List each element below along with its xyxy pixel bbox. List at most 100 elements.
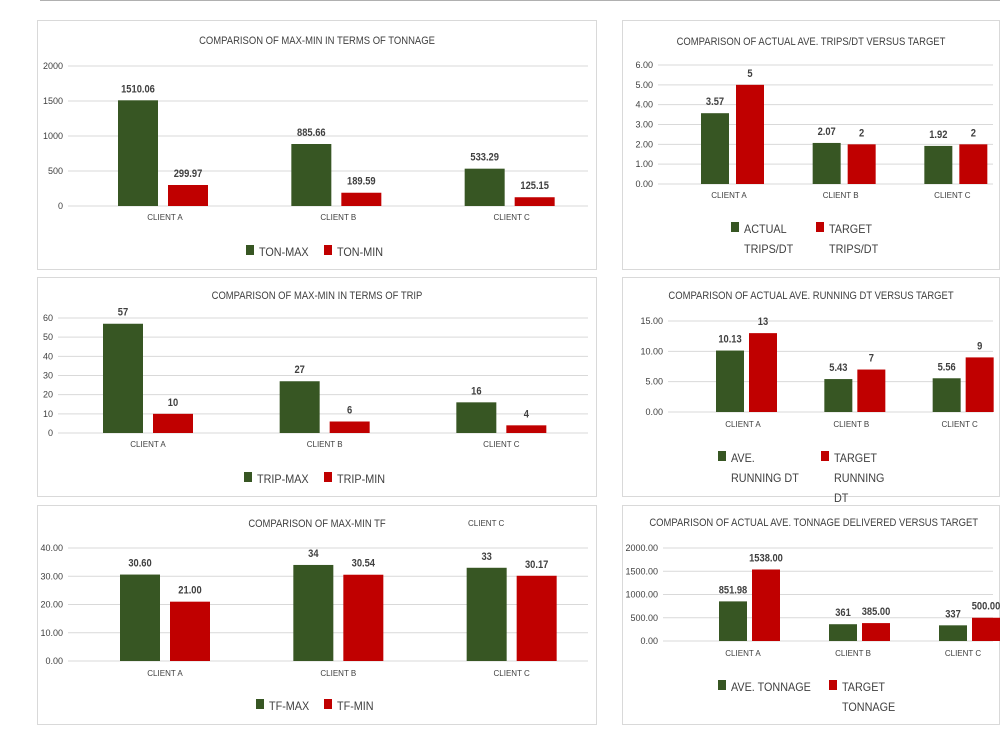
legend-label: TON-MIN <box>337 245 383 259</box>
top-divider-line <box>40 0 1000 1</box>
y-tick-label: 1500 <box>43 96 63 106</box>
y-tick-label: 20.00 <box>40 600 63 610</box>
data-label: 2.07 <box>818 126 836 138</box>
legend-item-ave-tonnage: AVE. TONNAGE <box>717 677 820 717</box>
data-label: 30.17 <box>525 559 549 571</box>
bar-secondary <box>329 421 370 433</box>
chart-plot-tf: 0.00 10.00 20.00 30.00 40.00 30.60 21.00 CLIENT… <box>40 543 588 678</box>
chart-legend: TF-MAX TF-MIN <box>38 696 596 716</box>
chart-panel-running-dt-vs-target: COMPARISON OF ACTUAL AVE. RUNNING DT VER… <box>622 277 1000 505</box>
data-label: 30.60 <box>128 558 152 570</box>
bar-primary <box>812 142 841 184</box>
bar-primary <box>291 144 332 206</box>
bar-secondary <box>972 617 1000 641</box>
category-label: CLIENT B <box>833 420 869 429</box>
chart-legend: AVE. TONNAGE TARGET TONNAGE <box>623 677 999 717</box>
category-label: CLIENT B <box>823 191 859 200</box>
chart-panel-tonnage-vs-target: COMPARISON OF ACTUAL AVE. TONNAGE DELIVE… <box>622 505 1000 725</box>
y-tick-label: 1500.00 <box>625 566 658 576</box>
data-label: 851.98 <box>719 585 748 597</box>
bar-secondary <box>516 575 557 661</box>
chart-legend: AVE. RUNNING DT TARGET RUNNING DT <box>623 448 999 508</box>
bar-secondary <box>857 369 886 412</box>
chart-title: COMPARISON OF MAX-MIN IN TERMS OF TONNAG… <box>199 35 435 47</box>
data-label: 33 <box>481 551 492 563</box>
bar-primary <box>456 402 497 433</box>
legend-swatch-min <box>821 451 829 461</box>
bar-secondary <box>341 192 382 206</box>
bar-secondary <box>506 425 547 433</box>
legend-swatch-max <box>731 222 739 232</box>
legend-item-actual-trips-dt: ACTUAL TRIPS/DT <box>731 219 806 259</box>
legend-swatch-max <box>256 699 265 709</box>
chart-title: COMPARISON OF ACTUAL AVE. RUNNING DT VER… <box>668 290 954 302</box>
legend-item-trip-max: TRIP-MAX <box>243 469 314 489</box>
legend-label: TRIP-MAX <box>256 472 309 486</box>
data-label: 385.00 <box>862 606 891 618</box>
y-tick-label: 0 <box>58 201 63 211</box>
chart-panel-tonnage-max-min: COMPARISON OF MAX-MIN IN TERMS OF TONNAG… <box>37 20 597 270</box>
category-label: CLIENT C <box>945 649 982 658</box>
y-tick-label: 5.00 <box>635 80 653 90</box>
data-label: 16 <box>471 386 482 398</box>
category-label: CLIENT A <box>725 420 761 429</box>
data-label: 361 <box>835 608 851 620</box>
legend-swatch-min <box>829 680 838 690</box>
y-tick-label: 15.00 <box>640 316 663 326</box>
category-label: CLIENT A <box>130 440 166 449</box>
bar-primary <box>120 574 160 661</box>
y-tick-label: 5.00 <box>645 377 663 387</box>
bar-secondary <box>862 623 890 641</box>
bar-secondary <box>965 357 994 412</box>
data-label: 10 <box>168 397 179 409</box>
stray-client-label: CLIENT C <box>468 519 505 528</box>
bar-secondary <box>959 144 988 184</box>
data-label: 1.92 <box>929 129 947 141</box>
data-label: 13 <box>758 317 769 329</box>
y-tick-label: 500 <box>48 166 63 176</box>
category-label: CLIENT C <box>494 669 531 678</box>
data-label: 34 <box>308 548 319 560</box>
category-label: CLIENT A <box>725 649 761 658</box>
chart-panel-trips-dt-vs-target: COMPARISON OF ACTUAL AVE. TRIPS/DT VERSU… <box>622 20 1000 270</box>
y-tick-label: 10.00 <box>40 628 63 638</box>
data-label: 27 <box>294 365 305 377</box>
category-label: CLIENT A <box>147 669 183 678</box>
category-label: CLIENT C <box>483 440 520 449</box>
category-label: CLIENT B <box>835 649 871 658</box>
category-label: CLIENT B <box>320 213 356 222</box>
bar-primary <box>932 378 961 412</box>
legend-item-ton-min: TON-MIN <box>324 242 388 262</box>
bar-primary <box>103 323 143 433</box>
legend-swatch-max <box>243 472 252 482</box>
chart-legend: TRIP-MAX TRIP-MIN <box>38 469 596 489</box>
category-label: CLIENT C <box>494 213 531 222</box>
y-tick-label: 0.00 <box>645 407 663 417</box>
bar-secondary <box>847 144 876 184</box>
bar-primary <box>719 601 747 641</box>
data-label: 337 <box>945 609 961 621</box>
bar-secondary <box>752 569 780 641</box>
y-tick-label: 40.00 <box>40 543 63 553</box>
bar-secondary <box>514 197 555 206</box>
data-label: 3.57 <box>706 97 724 109</box>
chart-plot-tonnage: 0 500 1000 1500 2000 1510.06 299.97 CLIENT A 885… <box>43 61 588 222</box>
chart-legend: TON-MAX TON-MIN <box>38 242 596 262</box>
legend-item-tf-min: TF-MIN <box>324 696 378 716</box>
chart-panel-tf-max-min: COMPARISON OF MAX-MIN TF 0.00 10.00 20.00 3… <box>37 505 597 725</box>
legend-item-target-trips-dt: TARGET TRIPS/DT <box>816 219 891 259</box>
legend-item-target-tonnage: TARGET TONNAGE <box>829 677 904 717</box>
y-tick-label: 0 <box>48 428 53 438</box>
legend-label: TF-MAX <box>269 699 310 713</box>
chart-plot-trip: 0 10 20 30 40 50 60 57 10 CLIENT A 27 6 CLIENT B 16 4 C… <box>43 307 588 449</box>
legend-swatch-min <box>816 222 824 232</box>
legend-swatch-max <box>245 245 254 255</box>
bar-primary <box>829 624 857 641</box>
data-label: 5 <box>747 68 752 80</box>
chart-legend: ACTUAL TRIPS/DT TARGET TRIPS/DT <box>623 219 999 259</box>
data-label: 6 <box>347 405 352 417</box>
bar-primary <box>939 625 967 641</box>
y-tick-label: 10 <box>43 409 53 419</box>
legend-item-tf-max: TF-MAX <box>256 696 314 716</box>
bar-primary <box>118 100 158 206</box>
